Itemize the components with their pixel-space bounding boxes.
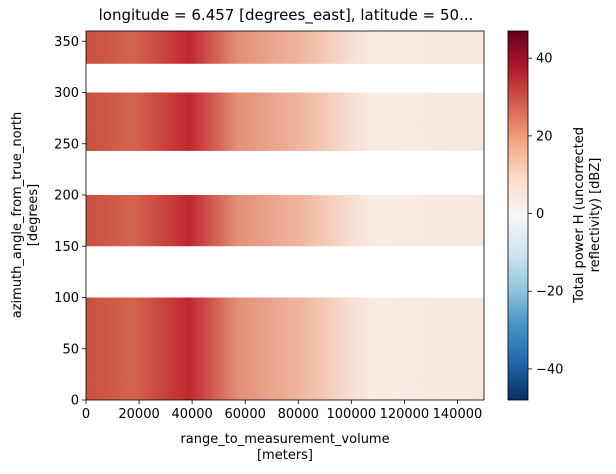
data-band (86, 195, 484, 247)
data-band (86, 92, 484, 151)
y-tick-label: 50 (62, 342, 79, 357)
colorbar-tick-label: 40 (536, 52, 553, 67)
y-tick-label: 100 (54, 291, 79, 306)
y-tick-label: 0 (71, 394, 79, 409)
colorbar-label-units: reflectivity) [dBZ] (588, 158, 603, 273)
colorbar-tick-label: −40 (536, 362, 563, 377)
data-bands (86, 31, 484, 400)
data-band (86, 297, 484, 400)
x-axis-unit: [meters] (257, 448, 313, 463)
chart-title: longitude = 6.457 [degrees_east], latitu… (99, 6, 474, 25)
colorbar-tick-label: 0 (536, 207, 544, 222)
x-tick-label: 140000 (433, 407, 483, 422)
x-tick-label: 0 (82, 407, 90, 422)
y-tick-label: 150 (54, 240, 79, 255)
y-axis: 0 50 100 150 200 250 300 350 (54, 35, 86, 409)
y-axis-unit: [degrees] (26, 184, 41, 246)
x-axis-label: range_to_measurement_volume (180, 432, 389, 447)
x-tick-label: 20000 (118, 407, 159, 422)
y-tick-label: 200 (54, 189, 79, 204)
x-tick-label: 80000 (278, 407, 319, 422)
colorbar-ticks: −40 −20 0 20 40 (528, 52, 563, 377)
plot-area (85, 30, 485, 401)
colorbar-label: Total power H (uncorrected (572, 127, 587, 304)
colorbar-tick-label: 20 (536, 129, 553, 144)
x-axis: 0 20000 40000 60000 80000 100000 120000 140000 (82, 400, 482, 422)
y-tick-label: 300 (54, 86, 79, 101)
colorbar: −40 −20 0 20 40 Total power H (uncorrected r… (507, 30, 603, 401)
x-tick-label: 40000 (171, 407, 212, 422)
colorbar-tick-label: −20 (536, 285, 563, 300)
colorbar-gradient (507, 30, 529, 401)
plot-frame (85, 30, 485, 401)
y-tick-label: 250 (54, 137, 79, 152)
y-axis-label: azimuth_angle_from_true_north (10, 112, 25, 319)
x-tick-label: 60000 (225, 407, 266, 422)
x-tick-label: 100000 (327, 407, 377, 422)
data-band (86, 31, 484, 64)
y-tick-label: 350 (54, 35, 79, 50)
x-tick-label: 120000 (380, 407, 430, 422)
